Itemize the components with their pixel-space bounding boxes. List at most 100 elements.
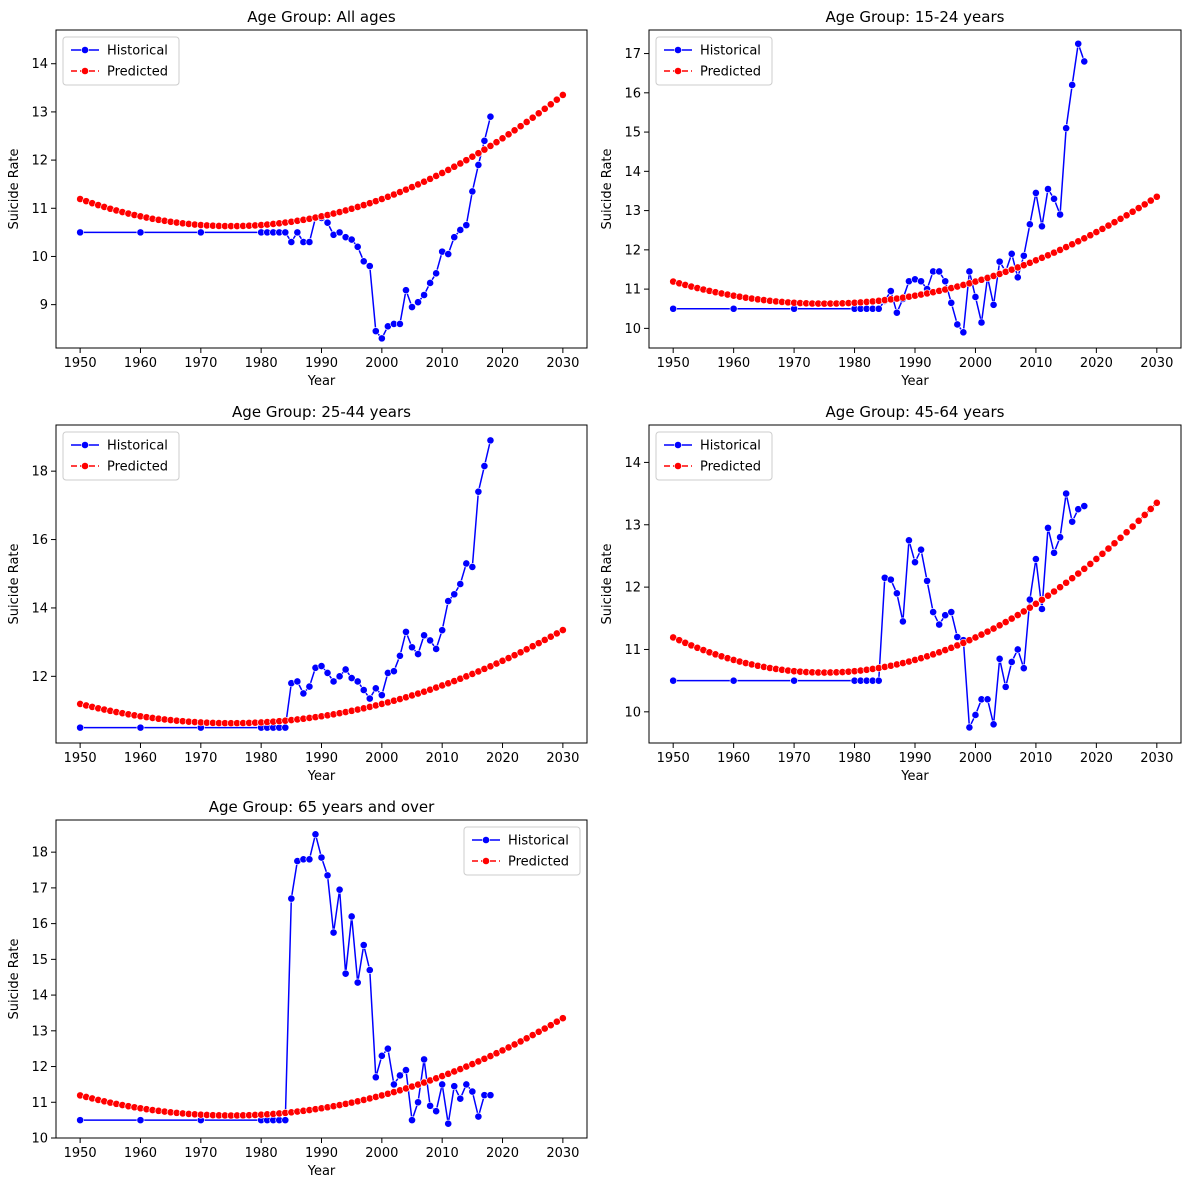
chart-panel-2: Age Group: 15-24 years 1950 1960 1970 1980 19… — [600, 8, 1182, 389]
predicted-point — [516, 122, 525, 131]
x-tick-label: 2010 — [1019, 751, 1052, 766]
y-tick-label: 16 — [624, 86, 641, 101]
historical-line — [673, 43, 1085, 335]
historical-point — [377, 1051, 386, 1060]
historical-point — [462, 221, 471, 230]
historical-point — [305, 855, 314, 864]
historical-point — [432, 1107, 441, 1116]
historical-point — [953, 320, 962, 329]
y-tick-label: 11 — [31, 1096, 48, 1111]
legend-label: Predicted — [107, 65, 168, 80]
historical-point — [408, 643, 416, 652]
predicted-point — [1116, 533, 1125, 542]
y-tick-label: 14 — [624, 165, 641, 180]
predicted-point — [486, 142, 495, 150]
y-tick-label: 14 — [31, 989, 48, 1004]
chart-panel-4: Age Group: 45-64 years 1950 1960 1970 1980 19… — [600, 403, 1182, 784]
predicted-point — [444, 166, 453, 174]
y-axis-label: Suicide Rate — [600, 543, 615, 624]
predicted-point — [504, 130, 513, 139]
plot-area — [76, 830, 567, 1128]
legend-label: Predicted — [107, 460, 168, 475]
historical-point — [420, 291, 428, 299]
historical-point — [371, 684, 380, 693]
x-tick-label: 1960 — [124, 1146, 157, 1161]
historical-point — [76, 228, 85, 237]
predicted-point — [510, 1040, 519, 1049]
historical-point — [790, 676, 798, 685]
predicted-point — [534, 639, 543, 648]
historical-point — [432, 269, 441, 278]
x-tick-label: 2030 — [546, 356, 579, 371]
historical-point — [335, 228, 344, 237]
historical-point — [1019, 664, 1028, 673]
historical-point — [874, 304, 883, 313]
historical-point — [390, 1080, 398, 1089]
legend-marker — [482, 857, 490, 865]
x-tick-label: 1980 — [245, 751, 278, 766]
historical-point — [456, 580, 465, 588]
y-tick-label: 13 — [31, 105, 48, 120]
historical-point — [408, 303, 416, 311]
x-tick-label: 2000 — [959, 751, 992, 766]
predicted-point — [1068, 574, 1077, 583]
y-tick-label: 14 — [31, 57, 48, 72]
historical-point — [1038, 222, 1046, 231]
x-tick-label: 1990 — [898, 751, 931, 766]
historical-point — [287, 238, 296, 246]
predicted-point — [1152, 498, 1161, 507]
historical-point — [317, 662, 326, 670]
x-tick-label: 2020 — [1080, 356, 1113, 371]
predicted-point — [1044, 591, 1052, 600]
historical-point — [329, 677, 338, 686]
historical-point — [1056, 533, 1064, 542]
predicted-point — [1140, 511, 1149, 519]
historical-point — [899, 617, 907, 626]
legend: Historical Predicted — [463, 826, 581, 876]
historical-point — [917, 545, 925, 554]
x-tick-label: 1960 — [717, 751, 750, 766]
historical-point — [353, 242, 362, 251]
historical-point — [444, 1119, 453, 1128]
legend-label: Predicted — [700, 65, 761, 80]
historical-point — [323, 669, 332, 677]
historical-point — [390, 667, 398, 676]
historical-point — [414, 650, 422, 658]
historical-point — [892, 308, 901, 317]
y-tick-label: 10 — [624, 705, 641, 720]
historical-point — [76, 723, 85, 732]
predicted-point — [995, 621, 1004, 630]
predicted-point — [989, 624, 998, 633]
historical-point — [438, 626, 447, 635]
historical-point — [347, 674, 356, 682]
predicted-point — [474, 149, 483, 158]
legend-marker — [674, 441, 682, 449]
historical-line — [80, 116, 492, 340]
chart-title: Age Group: 45-64 years — [826, 403, 1005, 421]
historical-point — [420, 1055, 428, 1064]
historical-point — [989, 300, 998, 309]
predicted-point — [1086, 559, 1095, 568]
historical-point — [1013, 273, 1022, 282]
legend-label: Historical — [700, 439, 761, 454]
y-tick-label: 13 — [624, 518, 641, 533]
y-axis-label: Suicide Rate — [7, 148, 22, 229]
x-tick-label: 1990 — [305, 356, 338, 371]
historical-point — [947, 298, 956, 307]
predicted-point — [1128, 522, 1137, 531]
x-tick-label: 2010 — [426, 1146, 459, 1161]
historical-point — [76, 1116, 85, 1125]
historical-point — [341, 665, 350, 674]
historical-point — [305, 238, 314, 246]
historical-point — [317, 853, 326, 862]
historical-point — [414, 1098, 422, 1107]
historical-point — [995, 257, 1004, 266]
predicted-point — [1146, 505, 1155, 513]
y-tick-label: 12 — [624, 243, 641, 258]
plot-area — [76, 436, 567, 732]
y-tick-label: 9 — [40, 298, 48, 313]
historical-point — [1019, 251, 1028, 260]
predicted-point — [492, 138, 501, 147]
y-tick-label: 13 — [31, 1024, 48, 1039]
plot-area — [76, 91, 567, 343]
